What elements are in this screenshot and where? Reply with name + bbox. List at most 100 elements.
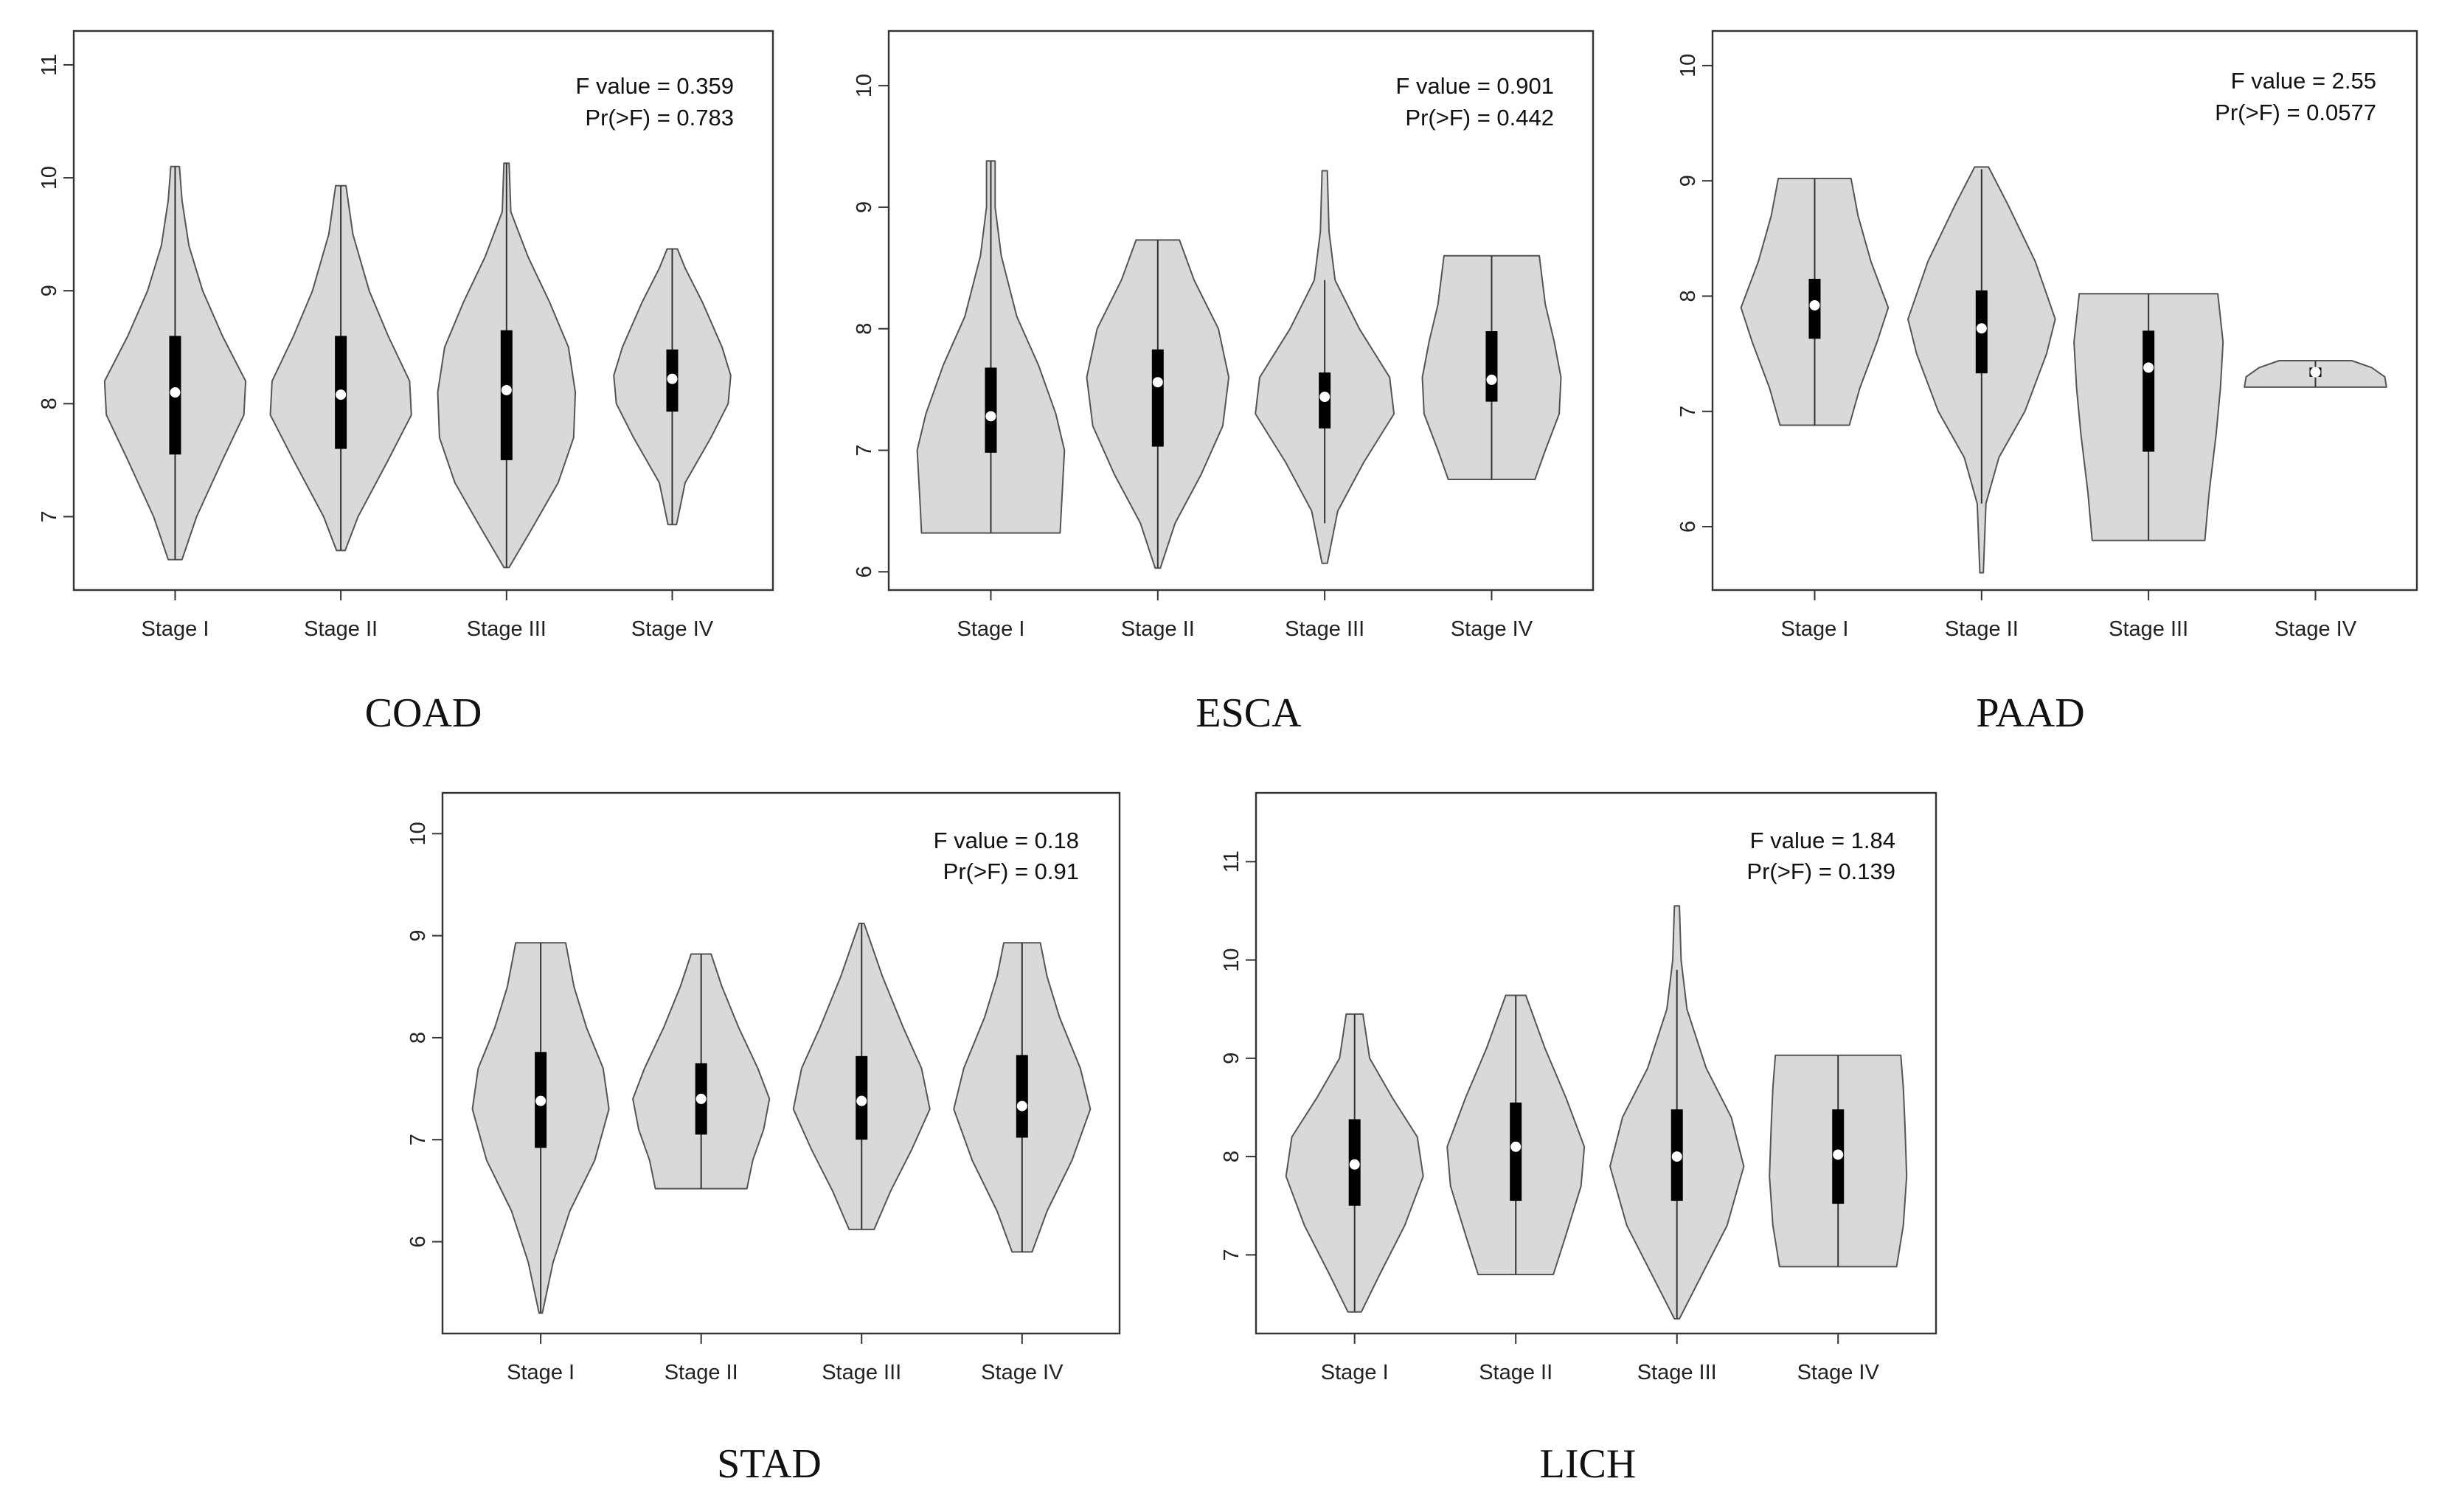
y-tick-label: 11 xyxy=(1220,850,1243,873)
plot-frame xyxy=(1255,791,1937,1335)
violin-stage-iii xyxy=(2073,293,2224,541)
y-tick-label: 8 xyxy=(38,398,61,409)
y-tick-label: 8 xyxy=(853,323,876,335)
y-tick-label: 9 xyxy=(38,285,61,296)
violin-median xyxy=(170,387,181,398)
x-tick-label: Stage IV xyxy=(1451,617,1533,641)
violin-median xyxy=(1016,1100,1027,1112)
y-tick-label: 10 xyxy=(853,74,876,97)
y-tick-label: 8 xyxy=(1676,290,1700,302)
violin-stage-iii xyxy=(437,162,577,569)
violin-stage-iv xyxy=(1421,254,1562,480)
x-tick-label: Stage I xyxy=(1781,617,1849,641)
violin-stage-ii xyxy=(1446,994,1586,1275)
f-value-label: F value = 0.359 xyxy=(575,73,734,99)
x-tick-label: Stage IV xyxy=(631,617,714,641)
violins xyxy=(103,162,732,569)
violin-stage-ii xyxy=(269,184,412,552)
x-tick-label: Stage III xyxy=(822,1361,901,1384)
x-tick-label: Stage III xyxy=(1285,617,1364,641)
x-tick-label: Stage IV xyxy=(2275,617,2357,641)
y-tick-label: 9 xyxy=(406,930,430,942)
x-axis: Stage I Stage II Stage III Stage IV xyxy=(142,590,714,641)
violin-median xyxy=(1510,1141,1522,1152)
panel-title: STAD xyxy=(717,1441,822,1487)
f-value-label: F value = 0.901 xyxy=(1395,73,1554,99)
violin-median xyxy=(2143,362,2154,373)
y-axis: 7 8 9 10 11 xyxy=(1220,850,1256,1260)
violin-median xyxy=(501,384,512,395)
violin-stage-ii xyxy=(632,953,771,1190)
x-tick-label: Stage III xyxy=(1637,1361,1717,1384)
y-tick-label: 9 xyxy=(853,201,876,213)
y-tick-label: 10 xyxy=(1220,948,1243,971)
violin-stage-iii xyxy=(792,923,931,1230)
violin-stage-i xyxy=(916,160,1066,534)
violin-stage-iii xyxy=(1609,905,1745,1319)
violin-stage-i xyxy=(1285,1013,1424,1313)
y-axis: 6 7 8 9 10 xyxy=(1676,54,1713,533)
x-tick-label: Stage IV xyxy=(1797,1361,1880,1384)
violin-stage-iv xyxy=(2244,360,2387,388)
p-value-label: Pr(>F) = 0.139 xyxy=(1746,859,1895,884)
x-tick-label: Stage II xyxy=(665,1361,738,1384)
panel-title: LICH xyxy=(1540,1441,1637,1487)
y-tick-label: 7 xyxy=(1676,406,1700,417)
panel-lich: 7 8 9 10 11 Stage I Stage II Stage III Stage IV… xyxy=(1220,791,1937,1487)
violins xyxy=(1740,166,2387,574)
f-value-label: F value = 1.84 xyxy=(1750,828,1895,853)
plot-frame xyxy=(441,791,1121,1335)
y-tick-label: 6 xyxy=(406,1235,430,1247)
x-tick-label: Stage III xyxy=(2109,617,2188,641)
y-tick-label: 6 xyxy=(1676,521,1700,533)
violin-median xyxy=(695,1093,707,1104)
violin-median xyxy=(856,1095,867,1106)
violin-stage-iv xyxy=(613,248,732,526)
violin-median xyxy=(1809,299,1820,311)
y-tick-label: 7 xyxy=(38,510,61,522)
plot-frame xyxy=(72,30,774,592)
x-tick-label: Stage II xyxy=(1121,617,1195,641)
violin-iqr-box xyxy=(1485,331,1498,402)
p-value-label: Pr(>F) = 0.783 xyxy=(585,105,734,131)
violin-median xyxy=(2310,367,2321,378)
y-tick-label: 6 xyxy=(853,566,876,578)
x-tick-label: Stage II xyxy=(304,617,378,641)
panel-title: ESCA xyxy=(1196,690,1302,736)
violin-stage-iii xyxy=(1255,170,1395,564)
y-axis: 6 7 8 9 10 xyxy=(853,74,889,578)
x-axis: Stage I Stage II Stage III Stage IV xyxy=(507,1334,1064,1384)
x-axis: Stage I Stage II Stage III Stage IV xyxy=(1321,1334,1880,1384)
y-tick-label: 9 xyxy=(1220,1052,1243,1064)
p-value-label: Pr(>F) = 0.442 xyxy=(1405,105,1554,131)
violin-median xyxy=(336,389,347,400)
y-axis: 6 7 8 9 10 xyxy=(406,822,443,1248)
x-tick-label: Stage I xyxy=(957,617,1025,641)
violin-iqr-box xyxy=(1151,349,1164,447)
violin-median xyxy=(535,1095,547,1106)
y-tick-label: 10 xyxy=(1676,54,1700,77)
violin-stage-i xyxy=(1740,178,1890,426)
violin-stage-ii xyxy=(1086,239,1230,569)
y-tick-label: 8 xyxy=(406,1032,430,1044)
violin-median xyxy=(1671,1151,1682,1162)
violin-median xyxy=(985,411,996,422)
x-tick-label: Stage III xyxy=(467,617,547,641)
y-tick-label: 11 xyxy=(38,54,61,76)
violin-stage-i xyxy=(103,165,247,561)
y-tick-label: 10 xyxy=(38,166,61,190)
x-axis: Stage I Stage II Stage III Stage IV xyxy=(957,590,1533,641)
p-value-label: Pr(>F) = 0.0577 xyxy=(2215,100,2376,125)
y-tick-label: 8 xyxy=(1220,1151,1243,1162)
x-tick-label: Stage II xyxy=(1479,1361,1552,1384)
plot-frame xyxy=(1711,30,2418,592)
x-tick-label: Stage I xyxy=(507,1361,575,1384)
panel-coad: 7 8 9 10 11 Stage I Stage II Stage III Stage IV… xyxy=(38,30,774,736)
violin-iqr-box xyxy=(2143,330,2155,452)
y-tick-label: 10 xyxy=(406,822,430,845)
violins xyxy=(471,923,1092,1314)
y-tick-label: 9 xyxy=(1676,175,1700,187)
